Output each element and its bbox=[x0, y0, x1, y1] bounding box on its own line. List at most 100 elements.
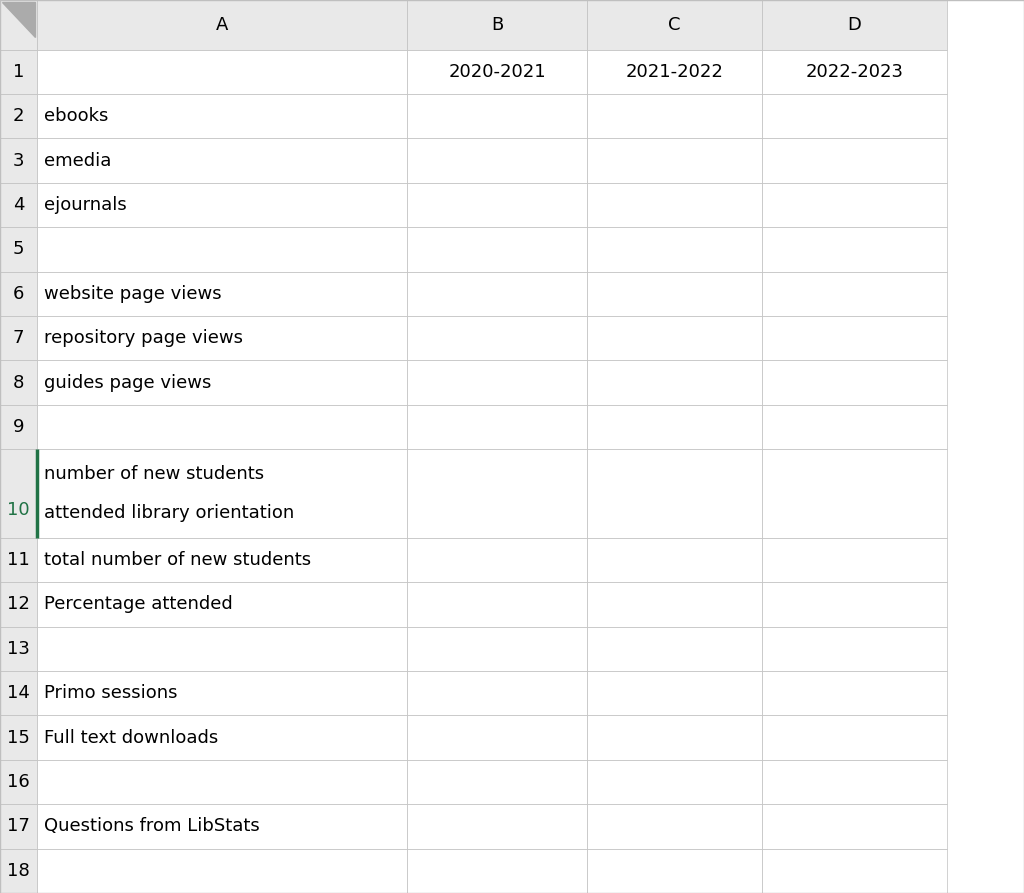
Bar bbox=[587, 582, 762, 627]
Text: Percentage attended: Percentage attended bbox=[44, 596, 232, 613]
Bar bbox=[762, 627, 947, 671]
Text: 18: 18 bbox=[7, 862, 30, 880]
Text: repository page views: repository page views bbox=[44, 330, 243, 347]
Polygon shape bbox=[2, 2, 35, 38]
Bar bbox=[0, 94, 37, 138]
Bar bbox=[37, 671, 407, 715]
Bar bbox=[37, 94, 407, 138]
Bar bbox=[407, 538, 587, 582]
Bar bbox=[762, 805, 947, 848]
Text: ebooks: ebooks bbox=[44, 107, 109, 125]
Bar bbox=[762, 848, 947, 893]
Text: emedia: emedia bbox=[44, 152, 112, 170]
Bar bbox=[762, 94, 947, 138]
Bar bbox=[407, 805, 587, 848]
Bar bbox=[762, 0, 947, 50]
Bar bbox=[0, 760, 37, 805]
Bar bbox=[0, 805, 37, 848]
Bar bbox=[407, 405, 587, 449]
Bar bbox=[407, 227, 587, 271]
Bar bbox=[762, 582, 947, 627]
Bar bbox=[762, 449, 947, 538]
Bar bbox=[762, 538, 947, 582]
Bar bbox=[0, 361, 37, 405]
Bar bbox=[37, 50, 407, 94]
Bar bbox=[37, 538, 407, 582]
Bar bbox=[0, 50, 37, 94]
Bar bbox=[762, 715, 947, 760]
Bar bbox=[0, 316, 37, 361]
Bar bbox=[587, 805, 762, 848]
Text: Questions from LibStats: Questions from LibStats bbox=[44, 817, 260, 836]
Bar bbox=[0, 671, 37, 715]
Bar bbox=[0, 449, 37, 538]
Bar bbox=[407, 138, 587, 183]
Text: 9: 9 bbox=[12, 418, 25, 436]
Bar bbox=[0, 271, 37, 316]
Bar bbox=[37, 582, 407, 627]
Text: website page views: website page views bbox=[44, 285, 221, 303]
Bar bbox=[37, 805, 407, 848]
Bar bbox=[407, 848, 587, 893]
Text: 2021-2022: 2021-2022 bbox=[626, 63, 723, 81]
Bar bbox=[0, 405, 37, 449]
Bar bbox=[762, 405, 947, 449]
Bar bbox=[587, 138, 762, 183]
Bar bbox=[407, 449, 587, 538]
Text: 3: 3 bbox=[12, 152, 25, 170]
Bar bbox=[587, 671, 762, 715]
Text: 4: 4 bbox=[12, 196, 25, 214]
Bar bbox=[407, 271, 587, 316]
Bar bbox=[762, 271, 947, 316]
Bar bbox=[407, 361, 587, 405]
Bar bbox=[587, 0, 762, 50]
Bar bbox=[37, 760, 407, 805]
Text: A: A bbox=[216, 16, 228, 34]
Bar bbox=[0, 0, 37, 50]
Text: 17: 17 bbox=[7, 817, 30, 836]
Bar bbox=[0, 227, 37, 271]
Text: attended library orientation: attended library orientation bbox=[44, 504, 294, 522]
Bar bbox=[407, 0, 587, 50]
Text: 2: 2 bbox=[12, 107, 25, 125]
Bar bbox=[762, 760, 947, 805]
Text: 16: 16 bbox=[7, 773, 30, 791]
Text: D: D bbox=[848, 16, 861, 34]
Bar bbox=[0, 138, 37, 183]
Bar bbox=[37, 627, 407, 671]
Bar bbox=[587, 361, 762, 405]
Bar bbox=[587, 271, 762, 316]
Text: guides page views: guides page views bbox=[44, 373, 211, 391]
Bar bbox=[0, 627, 37, 671]
Text: C: C bbox=[669, 16, 681, 34]
Bar bbox=[0, 848, 37, 893]
Bar bbox=[587, 538, 762, 582]
Bar bbox=[0, 715, 37, 760]
Bar bbox=[407, 627, 587, 671]
Text: Primo sessions: Primo sessions bbox=[44, 684, 177, 702]
Text: 12: 12 bbox=[7, 596, 30, 613]
Bar bbox=[407, 183, 587, 227]
Bar bbox=[587, 405, 762, 449]
Bar bbox=[762, 361, 947, 405]
Text: number of new students: number of new students bbox=[44, 465, 264, 483]
Bar bbox=[37, 715, 407, 760]
Bar bbox=[37, 449, 407, 538]
Bar bbox=[587, 848, 762, 893]
Text: Full text downloads: Full text downloads bbox=[44, 729, 218, 747]
Bar bbox=[587, 627, 762, 671]
Bar bbox=[587, 94, 762, 138]
Bar bbox=[37, 271, 407, 316]
Text: 5: 5 bbox=[12, 240, 25, 258]
Bar bbox=[762, 227, 947, 271]
Text: 13: 13 bbox=[7, 640, 30, 658]
Bar bbox=[37, 405, 407, 449]
Text: total number of new students: total number of new students bbox=[44, 551, 311, 569]
Text: 2022-2023: 2022-2023 bbox=[806, 63, 903, 81]
Bar bbox=[37, 138, 407, 183]
Text: 7: 7 bbox=[12, 330, 25, 347]
Bar bbox=[762, 50, 947, 94]
Text: 15: 15 bbox=[7, 729, 30, 747]
Bar bbox=[762, 183, 947, 227]
Bar bbox=[407, 715, 587, 760]
